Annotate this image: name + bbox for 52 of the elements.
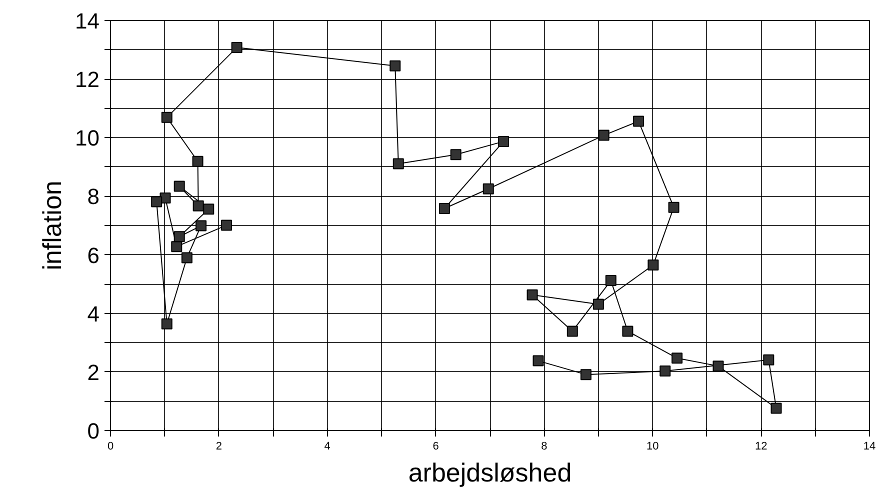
point: [580, 369, 592, 380]
point: [648, 260, 659, 271]
point: [672, 352, 683, 364]
x-tick-label: 14: [863, 440, 876, 452]
point: [192, 200, 204, 212]
point: [668, 202, 680, 213]
point: [763, 354, 774, 366]
point: [171, 241, 182, 252]
x-axis-title: arbejdsløshed: [408, 458, 572, 488]
point: [192, 156, 204, 167]
point: [526, 289, 538, 300]
point: [392, 158, 404, 170]
x-tick-label: 12: [754, 440, 768, 452]
x-tick-label: 6: [432, 440, 439, 452]
point: [390, 60, 401, 72]
y-tick-label: 10: [75, 126, 100, 151]
y-tick-label: 6: [87, 242, 100, 268]
point: [592, 298, 604, 310]
point: [161, 318, 172, 330]
point: [174, 231, 185, 242]
point: [181, 252, 192, 264]
x-tick-label: 10: [646, 440, 659, 452]
point: [605, 275, 616, 286]
point: [566, 326, 578, 337]
y-tick-label: 8: [87, 184, 100, 210]
y-tick-label: 2: [87, 360, 100, 385]
point: [498, 136, 510, 147]
y-tick-label: 12: [75, 67, 100, 92]
point: [633, 116, 644, 127]
point: [151, 196, 162, 208]
point: [712, 360, 724, 372]
point: [482, 183, 494, 194]
x-tick-label: 4: [324, 440, 330, 452]
x-tick-label: 0: [107, 440, 114, 452]
point: [770, 402, 782, 414]
x-tick-label: 2: [216, 440, 222, 452]
point: [660, 366, 671, 377]
x-tick-label: 8: [541, 440, 548, 452]
point: [598, 130, 610, 141]
point: [622, 326, 634, 337]
y-tick-label: 4: [87, 301, 100, 326]
y-axis-title: inflation: [37, 180, 68, 270]
point: [438, 203, 450, 214]
point: [174, 180, 185, 192]
point: [221, 220, 232, 231]
point: [203, 204, 214, 215]
point: [161, 112, 172, 123]
point: [532, 355, 544, 366]
point: [231, 42, 242, 53]
point: [196, 220, 207, 232]
point: [450, 149, 462, 160]
y-tick-label: 14: [75, 8, 100, 34]
